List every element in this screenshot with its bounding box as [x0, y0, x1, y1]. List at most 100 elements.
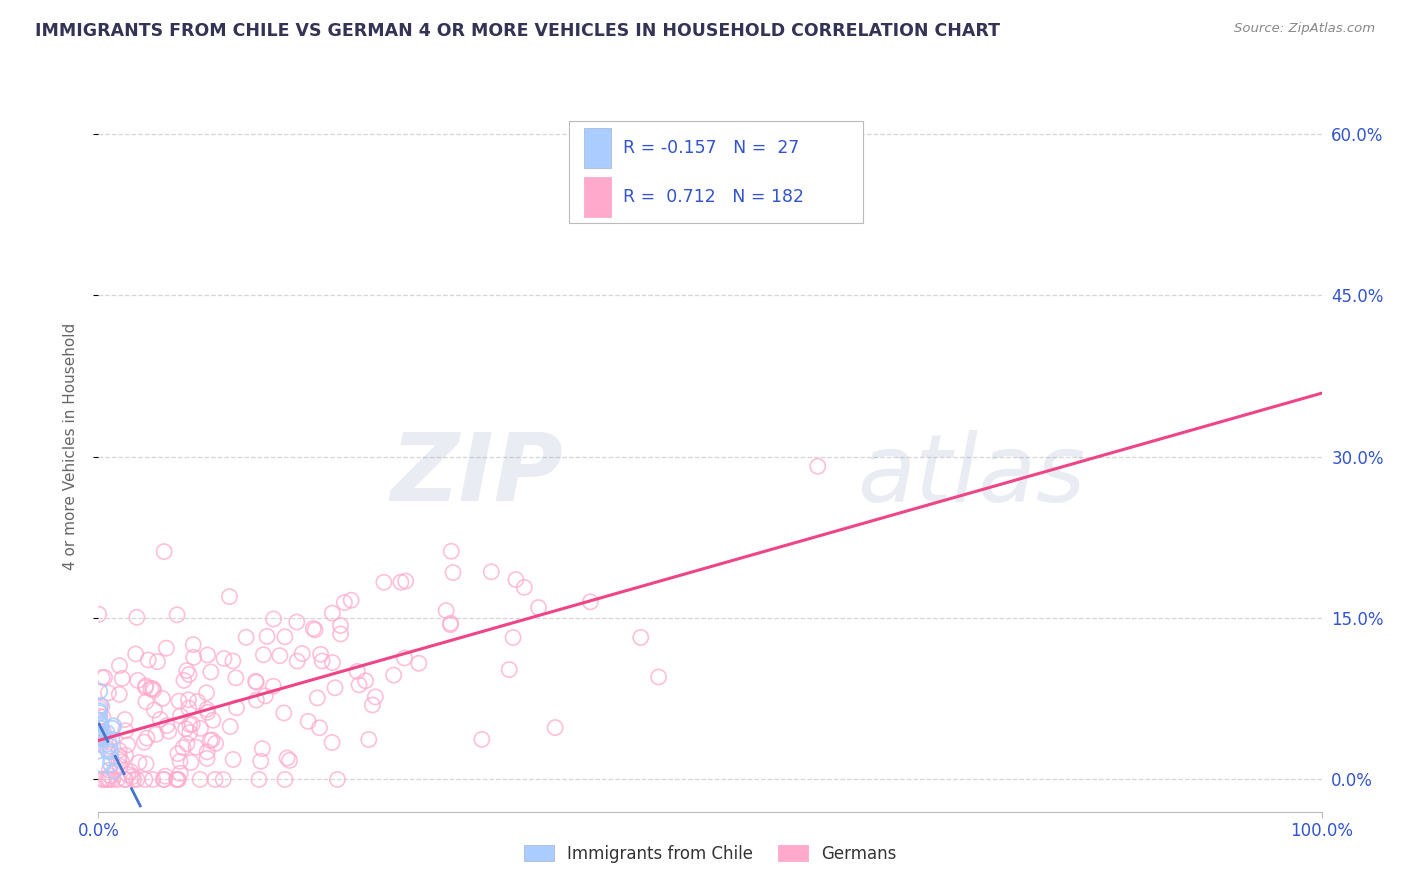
- Point: [134, 735, 156, 749]
- Point: [96, 741, 118, 756]
- Point: [89, 731, 111, 746]
- Point: [98, 769, 121, 783]
- Point: [139, 681, 162, 696]
- Point: [479, 565, 502, 579]
- Point: [200, 665, 222, 679]
- Point: [155, 641, 177, 656]
- Point: [90, 716, 112, 731]
- Point: [274, 772, 297, 787]
- Point: [329, 627, 352, 641]
- Point: [91, 728, 114, 742]
- Text: R = -0.157   N =  27: R = -0.157 N = 27: [623, 139, 800, 157]
- Point: [321, 606, 343, 620]
- Point: [212, 772, 235, 787]
- Point: [97, 772, 120, 787]
- Point: [527, 600, 550, 615]
- Point: [167, 772, 190, 787]
- Point: [136, 731, 159, 745]
- Point: [276, 751, 298, 765]
- Point: [153, 544, 176, 558]
- Point: [201, 713, 224, 727]
- Point: [100, 757, 122, 772]
- Point: [177, 693, 200, 707]
- Point: [304, 623, 326, 637]
- Point: [308, 721, 330, 735]
- Point: [91, 710, 114, 724]
- Point: [439, 617, 461, 632]
- Point: [124, 647, 146, 661]
- Point: [143, 703, 166, 717]
- Point: [135, 756, 157, 771]
- Point: [326, 772, 349, 787]
- Point: [125, 610, 148, 624]
- FancyBboxPatch shape: [569, 120, 863, 223]
- Point: [142, 683, 165, 698]
- Point: [184, 740, 207, 755]
- Point: [101, 772, 124, 787]
- Point: [347, 678, 370, 692]
- Point: [103, 764, 125, 778]
- Point: [105, 772, 128, 787]
- Point: [389, 575, 412, 590]
- Point: [156, 718, 179, 732]
- Point: [219, 719, 242, 733]
- Point: [97, 744, 120, 758]
- Point: [103, 719, 125, 733]
- Point: [212, 651, 235, 665]
- Point: [125, 772, 148, 787]
- Point: [173, 673, 195, 688]
- Point: [89, 709, 111, 723]
- Point: [122, 772, 145, 787]
- Point: [117, 738, 139, 752]
- Text: atlas: atlas: [856, 430, 1085, 521]
- Point: [145, 727, 167, 741]
- Point: [382, 668, 405, 682]
- Point: [100, 751, 122, 765]
- Point: [395, 574, 418, 588]
- Point: [329, 618, 352, 632]
- Point: [90, 718, 112, 732]
- Point: [297, 714, 319, 729]
- Point: [190, 722, 212, 736]
- Point: [245, 675, 267, 690]
- Point: [249, 754, 271, 768]
- Point: [195, 745, 218, 759]
- Point: [262, 679, 284, 693]
- Point: [91, 772, 114, 787]
- Point: [108, 687, 131, 701]
- Point: [98, 772, 121, 787]
- Point: [364, 690, 387, 704]
- Point: [134, 772, 156, 787]
- Point: [136, 653, 159, 667]
- Point: [204, 736, 226, 750]
- Point: [269, 648, 291, 663]
- Point: [179, 717, 201, 731]
- Point: [357, 732, 380, 747]
- Point: [302, 622, 325, 636]
- Point: [114, 772, 136, 787]
- Point: [186, 694, 208, 708]
- Point: [114, 772, 136, 787]
- Point: [153, 772, 176, 787]
- Point: [245, 693, 267, 707]
- Point: [188, 772, 211, 787]
- Point: [93, 670, 115, 684]
- Point: [222, 654, 245, 668]
- Point: [218, 590, 240, 604]
- Point: [87, 704, 110, 718]
- Point: [252, 648, 274, 662]
- Point: [225, 671, 247, 685]
- Point: [174, 722, 197, 736]
- Point: [181, 717, 204, 731]
- Point: [96, 725, 118, 739]
- Point: [93, 724, 115, 739]
- Point: [152, 772, 174, 787]
- Text: ZIP: ZIP: [391, 429, 564, 521]
- Point: [579, 595, 602, 609]
- Point: [90, 722, 112, 736]
- Point: [179, 725, 201, 739]
- Point: [373, 575, 395, 590]
- Point: [135, 695, 157, 709]
- Point: [121, 770, 143, 784]
- Point: [146, 655, 169, 669]
